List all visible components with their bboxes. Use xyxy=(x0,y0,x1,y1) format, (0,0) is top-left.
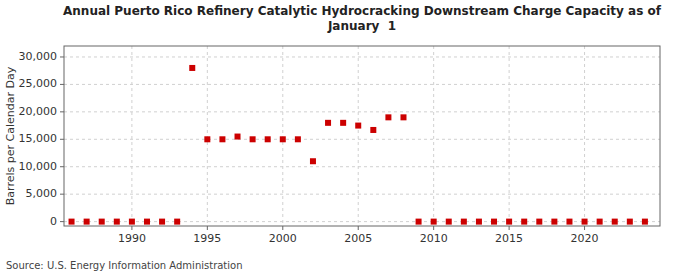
point xyxy=(582,219,588,225)
y-tick-label: 20,000 xyxy=(19,105,58,118)
x-tick xyxy=(358,226,359,230)
point xyxy=(69,219,75,225)
point xyxy=(566,219,572,225)
y-grid-line xyxy=(64,166,660,167)
y-grid-line xyxy=(64,194,660,195)
x-tick-label: 2000 xyxy=(269,232,297,245)
y-tick xyxy=(60,221,64,222)
y-tick-label: 0 xyxy=(50,215,57,228)
point xyxy=(204,136,210,142)
point xyxy=(536,219,542,225)
x-tick xyxy=(207,226,208,230)
y-tick-label: 10,000 xyxy=(19,160,58,173)
point xyxy=(235,134,241,140)
source-note: Source: U.S. Energy Information Administ… xyxy=(6,260,243,271)
x-grid-line xyxy=(358,46,359,226)
x-tick xyxy=(584,226,585,230)
x-grid-line xyxy=(207,46,208,226)
point xyxy=(174,219,180,225)
title: Annual Puerto Rico Refinery Catalytic Hy… xyxy=(63,4,662,33)
y-axis-label: Barrels per Calendar Day xyxy=(4,66,17,205)
point xyxy=(491,219,497,225)
y-tick xyxy=(60,56,64,57)
point xyxy=(446,219,452,225)
point xyxy=(385,114,391,120)
x-tick-label: 2010 xyxy=(420,232,448,245)
x-tick-label: 1990 xyxy=(118,232,146,245)
point xyxy=(355,123,361,129)
point xyxy=(144,219,150,225)
point xyxy=(612,219,618,225)
point xyxy=(114,219,120,225)
plot-frame xyxy=(64,46,660,226)
point xyxy=(597,219,603,225)
y-tick-label: 25,000 xyxy=(19,77,58,90)
point xyxy=(340,120,346,126)
point xyxy=(189,65,195,71)
x-tick-label: 2005 xyxy=(344,232,372,245)
y-tick xyxy=(60,139,64,140)
title-line: January 1 xyxy=(327,19,396,33)
point xyxy=(370,127,376,133)
y-tick-label: 30,000 xyxy=(19,50,58,63)
y-grid-line xyxy=(64,111,660,112)
y-grid-line xyxy=(64,139,660,140)
x-tick-label: 2020 xyxy=(571,232,599,245)
point xyxy=(551,219,557,225)
chart-container: 0 5,000 10,000 15,000 20,000 25,000 30,000 1990… xyxy=(0,0,675,275)
x-ticks: 1990 1995 2000 2005 2010 2015 2020 xyxy=(118,226,599,245)
point xyxy=(461,219,467,225)
x-tick xyxy=(282,226,283,230)
point xyxy=(129,219,135,225)
x-tick xyxy=(509,226,510,230)
x-grid-line xyxy=(282,46,283,226)
y-tick xyxy=(60,111,64,112)
y-tick xyxy=(60,166,64,167)
point xyxy=(627,219,633,225)
point xyxy=(159,219,165,225)
y-grid-line xyxy=(64,84,660,85)
point xyxy=(295,136,301,142)
grid xyxy=(64,46,660,226)
point xyxy=(642,219,648,225)
point xyxy=(310,158,316,164)
point xyxy=(84,219,90,225)
x-tick xyxy=(433,226,434,230)
x-tick xyxy=(131,226,132,230)
point xyxy=(521,219,527,225)
point xyxy=(431,219,437,225)
y-ticks: 0 5,000 10,000 15,000 20,000 25,000 30,000 xyxy=(19,50,65,228)
x-grid-line xyxy=(509,46,510,226)
point xyxy=(99,219,105,225)
y-tick-label: 15,000 xyxy=(19,132,58,145)
y-grid-line xyxy=(64,56,660,57)
point xyxy=(265,136,271,142)
point xyxy=(476,219,482,225)
point xyxy=(250,136,256,142)
y-tick-label: 5,000 xyxy=(26,187,58,200)
point xyxy=(506,219,512,225)
point xyxy=(325,120,331,126)
point xyxy=(280,136,286,142)
y-tick xyxy=(60,84,64,85)
x-tick-label: 1995 xyxy=(193,232,221,245)
chart: 0 5,000 10,000 15,000 20,000 25,000 30,000 1990… xyxy=(0,0,675,275)
point xyxy=(400,114,406,120)
x-grid-line xyxy=(433,46,434,226)
points xyxy=(69,65,648,225)
x-grid-line xyxy=(131,46,132,226)
title-line: Annual Puerto Rico Refinery Catalytic Hy… xyxy=(63,4,662,18)
y-tick xyxy=(60,194,64,195)
x-tick-label: 2015 xyxy=(495,232,523,245)
point xyxy=(219,136,225,142)
point xyxy=(416,219,422,225)
x-grid-line xyxy=(584,46,585,226)
